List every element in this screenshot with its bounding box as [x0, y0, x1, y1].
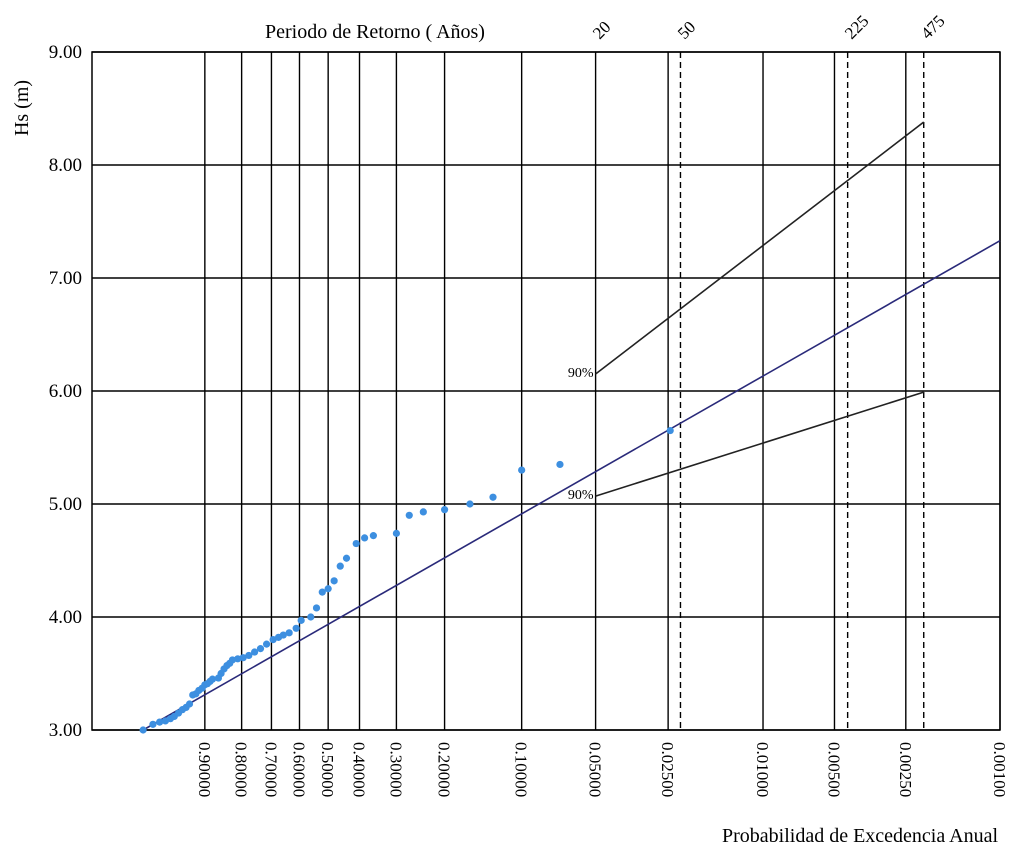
data-point — [489, 493, 497, 501]
x-tick-label: 0.90000 — [195, 742, 214, 797]
x-tick-label: 0.02500 — [658, 742, 677, 797]
data-point — [245, 651, 253, 660]
return-period-labels: 20 50 225 475 — [589, 11, 949, 42]
data-point — [419, 508, 427, 516]
y-axis-label: Hs (m) — [11, 80, 33, 136]
data-point — [361, 534, 369, 542]
grid-horizontal — [92, 51, 1000, 731]
x-tick-label: 0.00100 — [990, 742, 1009, 797]
x-tick-labels: 0.90000 0.80000 0.70000 0.60000 0.50000 0.400… — [195, 742, 1009, 797]
x-tick-label: 0.10000 — [512, 742, 531, 797]
fit-line-group — [142, 240, 1001, 731]
x-tick-label: 0.00250 — [896, 742, 915, 797]
data-point — [556, 460, 564, 469]
x-tick-label: 0.20000 — [435, 742, 454, 797]
data-point — [342, 554, 351, 562]
confidence-band-lower — [595, 391, 924, 497]
data-point — [307, 613, 315, 621]
confidence-band-upper — [595, 121, 925, 375]
fit-line — [142, 240, 1001, 731]
x-tick-label: 0.01000 — [753, 742, 772, 797]
observed-points — [139, 426, 674, 734]
data-point — [312, 604, 321, 612]
data-point — [318, 588, 326, 596]
data-point — [666, 426, 674, 435]
return-period-lines — [679, 52, 925, 730]
x-tick-label: 0.50000 — [318, 742, 337, 797]
return-period-label: 20 — [589, 17, 614, 42]
y-tick-label: 5.00 — [49, 494, 82, 515]
confidence-label: 90% — [568, 366, 594, 381]
data-point — [369, 532, 377, 540]
plot-frame — [91, 51, 1001, 731]
y-tick-label: 8.00 — [49, 155, 82, 176]
data-point — [156, 718, 164, 726]
data-point — [466, 500, 474, 508]
x-tick-label: 0.40000 — [350, 742, 369, 797]
data-point — [234, 655, 242, 663]
confidence-bands: 90% 90% — [568, 121, 925, 503]
return-period-label: 50 — [674, 17, 699, 42]
x-tick-label: 0.05000 — [586, 742, 605, 797]
x-tick-label: 0.00500 — [824, 742, 843, 797]
y-tick-label: 6.00 — [49, 381, 82, 402]
y-tick-labels: 3.00 4.00 5.00 6.00 7.00 8.00 9.00 — [49, 42, 82, 741]
return-period-label: 225 — [841, 11, 872, 42]
data-point — [324, 585, 332, 593]
data-point — [149, 720, 157, 728]
y-tick-label: 3.00 — [49, 720, 82, 741]
data-point — [336, 562, 344, 570]
data-point — [239, 654, 247, 662]
data-point — [262, 640, 271, 648]
data-point — [405, 511, 413, 519]
x-tick-label: 0.80000 — [232, 742, 251, 797]
confidence-label: 90% — [568, 488, 594, 503]
data-point — [297, 616, 305, 624]
y-tick-label: 9.00 — [49, 42, 82, 63]
data-point — [392, 529, 401, 537]
return-period-label: 475 — [917, 11, 948, 42]
data-point — [292, 624, 300, 632]
data-point — [440, 506, 449, 514]
data-point — [518, 466, 526, 474]
data-point — [256, 645, 265, 653]
data-point — [279, 631, 287, 639]
data-point — [250, 648, 259, 656]
data-point — [285, 629, 293, 637]
chart-title: Periodo de Retorno ( Años) — [265, 21, 485, 43]
y-tick-label: 4.00 — [49, 607, 82, 628]
x-tick-label: 0.30000 — [386, 742, 405, 797]
x-tick-label: 0.70000 — [261, 742, 280, 797]
x-tick-label: 0.60000 — [289, 742, 308, 797]
y-tick-label: 7.00 — [49, 268, 82, 289]
data-point — [352, 539, 360, 548]
data-point — [185, 700, 194, 708]
data-point — [330, 577, 338, 585]
data-point — [139, 726, 147, 734]
x-axis-label: Probabilidad de Excedencia Anual — [722, 825, 998, 847]
data-point — [208, 675, 217, 683]
